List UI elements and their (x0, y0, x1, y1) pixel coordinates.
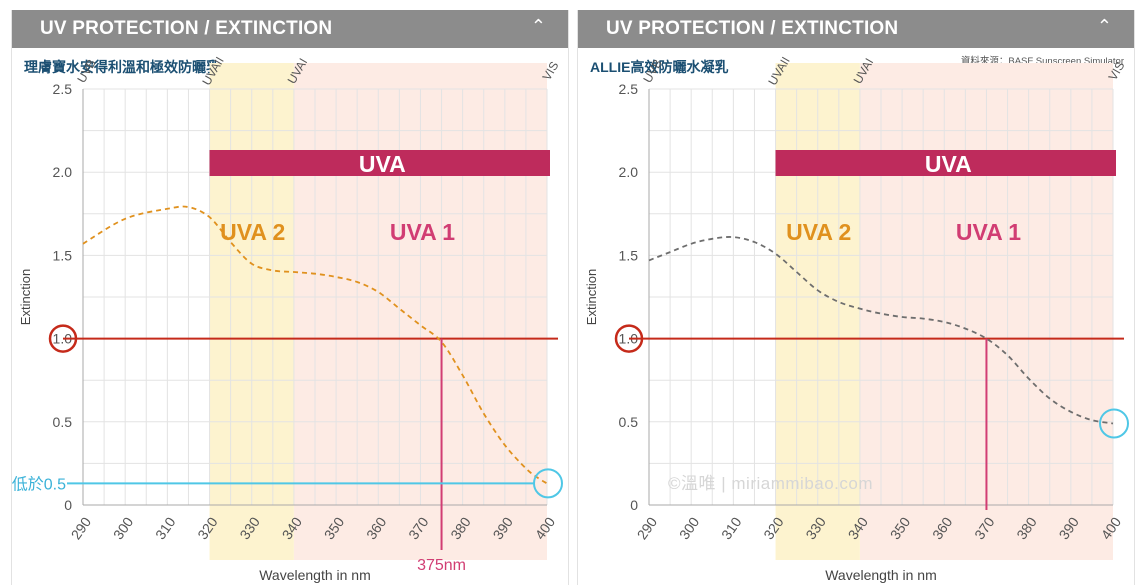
low-value-circle (1099, 408, 1129, 439)
y-axis-title: Extinction (584, 269, 599, 325)
threshold-circle (48, 324, 78, 353)
chevron-up-icon[interactable]: ⌃ (530, 16, 546, 36)
y-tick-label: 1.0 (619, 331, 639, 347)
y-tick-label: 1.0 (53, 331, 73, 347)
uva1-label: UVA 1 (956, 219, 1021, 245)
region-label: UVB (74, 57, 98, 85)
watermark: ©溫唯 | miriammibao.com (668, 474, 874, 493)
uva-bar (209, 150, 550, 176)
panel-header: UV PROTECTION / EXTINCTION ⌃ (12, 10, 568, 48)
x-tick-label: 300 (676, 514, 703, 542)
chart-panel-left: UV PROTECTION / EXTINCTION ⌃ 理膚寶水安得利溫和極效… (11, 10, 569, 585)
low-value-label: 低於0.5 (12, 475, 66, 493)
chevron-up-icon[interactable]: ⌃ (1096, 16, 1112, 36)
y-tick-label: 1.5 (53, 247, 73, 263)
product-name: 理膚寶水安得利溫和極效防曬乳 (24, 59, 220, 75)
x-axis-title: Wavelength in nm (825, 567, 937, 583)
y-axis-title: Extinction (18, 269, 33, 325)
uva-bar-label: UVA (359, 151, 406, 177)
region-label: UVB (640, 57, 664, 85)
y-tick-label: 2.5 (53, 81, 73, 97)
uva-bar (775, 150, 1116, 176)
low-value-circle (533, 468, 563, 499)
chart-panel-right: UV PROTECTION / EXTINCTION ⌃ ALLIE高效防曬水凝… (577, 10, 1135, 585)
panel-title: UV PROTECTION / EXTINCTION (40, 18, 333, 39)
x-tick-label: 310 (718, 514, 745, 542)
x-axis-title: Wavelength in nm (259, 567, 371, 583)
y-tick-label: 0 (64, 497, 72, 513)
panel-title: UV PROTECTION / EXTINCTION (606, 18, 899, 39)
x-tick-label: 290 (68, 514, 95, 542)
y-tick-label: 0 (630, 497, 638, 513)
x-tick-label: 300 (110, 514, 137, 542)
crossing-label: 375nm (417, 557, 466, 574)
threshold-circle (614, 324, 644, 353)
y-tick-label: 0.5 (619, 414, 639, 430)
y-tick-label: 2.5 (619, 81, 639, 97)
uva1-label: UVA 1 (390, 219, 455, 245)
y-tick-label: 1.5 (619, 247, 639, 263)
uva2-label: UVA 2 (220, 219, 285, 245)
uva2-label: UVA 2 (786, 219, 851, 245)
y-tick-label: 2.0 (619, 164, 639, 180)
y-tick-label: 2.0 (53, 164, 73, 180)
y-tick-label: 0.5 (53, 414, 73, 430)
source-note: 資料來源：BASF Sunscreen Simulator (960, 56, 1124, 67)
x-tick-label: 290 (634, 514, 661, 542)
product-name: ALLIE高效防曬水凝乳 (590, 59, 729, 75)
uva-bar-label: UVA (925, 151, 972, 177)
x-tick-label: 310 (152, 514, 179, 542)
series-line (648, 236, 1114, 425)
panel-header: UV PROTECTION / EXTINCTION ⌃ (578, 10, 1134, 48)
series-line (82, 205, 548, 485)
